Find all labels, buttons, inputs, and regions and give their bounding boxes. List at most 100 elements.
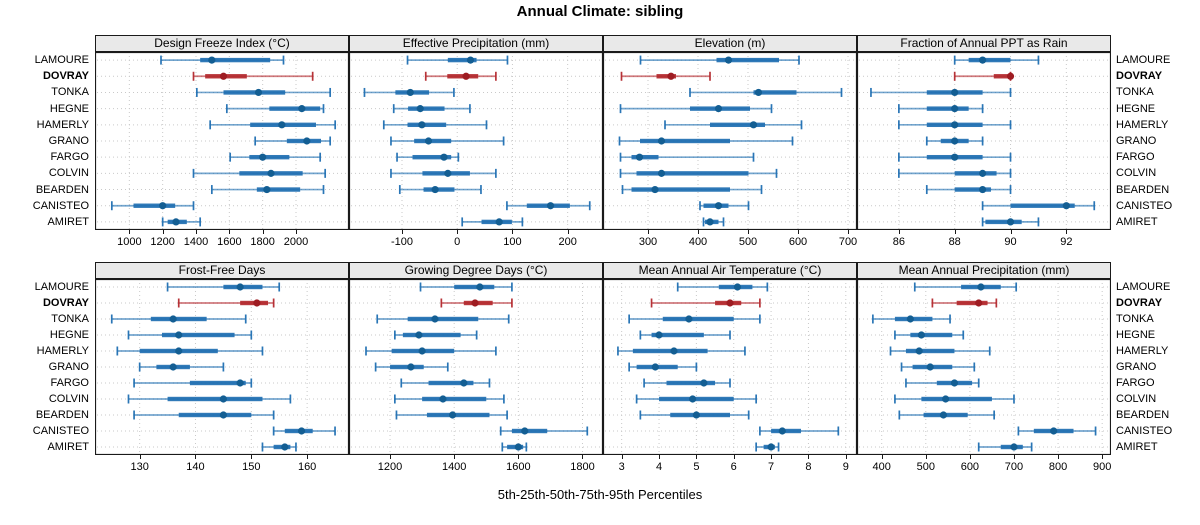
percentile-whisker-hamerly bbox=[365, 346, 497, 356]
iqr-bar bbox=[968, 57, 1011, 63]
x-tick-mark bbox=[748, 230, 749, 234]
median-dot bbox=[667, 72, 675, 80]
median-dot bbox=[977, 283, 985, 291]
iqr-bar bbox=[426, 412, 490, 418]
x-tick-mark bbox=[798, 230, 799, 234]
median-dot bbox=[259, 153, 267, 161]
median-dot bbox=[219, 72, 228, 80]
percentile-whisker-canisteo bbox=[759, 426, 840, 436]
x-tick-label: 700 bbox=[838, 236, 858, 248]
median-dot bbox=[460, 379, 468, 387]
median-dot bbox=[444, 169, 452, 177]
median-dot bbox=[951, 121, 959, 129]
percentile-whisker-grano bbox=[138, 362, 225, 372]
x-tick-mark bbox=[1010, 230, 1012, 234]
panel-border bbox=[603, 279, 857, 455]
percentile-whisker-lamoure bbox=[419, 282, 513, 292]
percentile-whisker-hamerly bbox=[209, 120, 337, 130]
iqr-bar bbox=[636, 171, 749, 176]
median-dot bbox=[706, 218, 714, 226]
median-dot bbox=[236, 379, 244, 387]
x-tick-label: 0 bbox=[454, 236, 461, 248]
iqr-bar bbox=[390, 364, 424, 370]
x-tick-label: 900 bbox=[1092, 461, 1112, 473]
panel-strip-title: Fraction of Annual PPT as Rain bbox=[900, 36, 1068, 50]
median-dot bbox=[495, 218, 503, 226]
site-label-right-grano: GRANO bbox=[1116, 135, 1157, 147]
percentile-whisker-grano bbox=[390, 136, 505, 146]
percentile-whisker-hegne bbox=[225, 104, 325, 114]
percentile-whisker-lamoure bbox=[953, 55, 1040, 65]
median-dot bbox=[979, 185, 987, 194]
x-tick-mark bbox=[262, 230, 264, 234]
percentile-whisker-amiret bbox=[501, 442, 528, 452]
x-tick-mark bbox=[898, 230, 900, 234]
median-dot bbox=[418, 347, 426, 355]
iqr-bar bbox=[651, 332, 704, 338]
percentile-whisker-dovray bbox=[192, 71, 314, 81]
x-tick-label: 1000 bbox=[117, 236, 142, 248]
panel-plot bbox=[857, 279, 1111, 455]
percentile-whisker-hamerly bbox=[898, 120, 1012, 130]
percentile-whisker-canisteo bbox=[981, 201, 1096, 211]
percentile-whisker-colvin bbox=[192, 168, 327, 178]
site-label-right-lamoure: LAMOURE bbox=[1116, 281, 1171, 293]
panel-border bbox=[95, 279, 349, 455]
x-tick-label: 4 bbox=[655, 461, 663, 473]
iqr-bar bbox=[954, 187, 991, 192]
percentile-whisker-dovray bbox=[953, 71, 1015, 81]
median-dot bbox=[416, 105, 424, 113]
site-label-right-hamerly: HAMERLY bbox=[1116, 118, 1169, 131]
site-label-right-fargo: FARGO bbox=[1116, 151, 1155, 164]
x-tick-mark bbox=[402, 230, 403, 234]
median-dot bbox=[1010, 443, 1018, 451]
iqr-bar bbox=[256, 187, 301, 192]
median-dot bbox=[689, 395, 697, 403]
x-tick-mark bbox=[845, 455, 847, 459]
median-dot bbox=[700, 379, 708, 387]
median-dot bbox=[951, 88, 959, 97]
site-label-right-lamoure: LAMOURE bbox=[1116, 54, 1171, 67]
percentile-whisker-bearden bbox=[398, 185, 482, 195]
x-tick-mark bbox=[771, 455, 773, 459]
percentile-whisker-lamoure bbox=[166, 282, 281, 292]
percentile-whisker-lamoure bbox=[160, 55, 285, 65]
site-label-right-canisteo: CANISTEO bbox=[1116, 425, 1173, 437]
panel-border bbox=[603, 52, 857, 230]
percentile-whisker-canisteo bbox=[499, 426, 589, 436]
median-dot bbox=[951, 137, 959, 145]
x-tick-label: 500 bbox=[916, 461, 935, 473]
percentile-whisker-canisteo bbox=[272, 426, 336, 436]
median-dot bbox=[462, 72, 470, 80]
median-dot bbox=[651, 363, 659, 371]
median-dot bbox=[749, 121, 758, 129]
x-tick-mark bbox=[881, 455, 883, 459]
panel-plot bbox=[603, 52, 857, 230]
percentile-whisker-tonka bbox=[110, 314, 247, 324]
panel-strip-title: Effective Precipitation (mm) bbox=[402, 36, 550, 50]
percentile-whisker-hegne bbox=[394, 330, 478, 340]
site-label-left-grano: GRANO bbox=[48, 361, 89, 373]
site-label-right-tonka: TONKA bbox=[1116, 86, 1154, 99]
percentile-whisker-lamoure bbox=[913, 282, 1018, 292]
percentile-whisker-hamerly bbox=[664, 120, 803, 130]
percentile-whisker-canisteo bbox=[699, 201, 750, 211]
median-dot bbox=[657, 169, 666, 177]
median-dot bbox=[635, 153, 644, 161]
percentile-whisker-lamoure bbox=[639, 55, 800, 65]
median-dot bbox=[476, 283, 484, 291]
iqr-bar bbox=[631, 154, 659, 160]
x-tick-label: 1400 bbox=[183, 236, 209, 248]
site-label-left-amiret: AMIRET bbox=[47, 215, 89, 228]
iqr-bar bbox=[632, 348, 708, 354]
median-dot bbox=[724, 56, 733, 64]
iqr-bar bbox=[659, 396, 734, 402]
panel-strip: Frost-Free Days bbox=[95, 262, 349, 279]
site-label-left-lamoure: LAMOURE bbox=[34, 281, 89, 293]
site-label-left-colvin: COLVIN bbox=[48, 393, 89, 405]
percentile-whisker-hegne bbox=[392, 104, 471, 114]
x-tick-mark bbox=[648, 230, 649, 234]
panel-plot bbox=[349, 279, 603, 455]
iqr-bar bbox=[956, 300, 988, 306]
